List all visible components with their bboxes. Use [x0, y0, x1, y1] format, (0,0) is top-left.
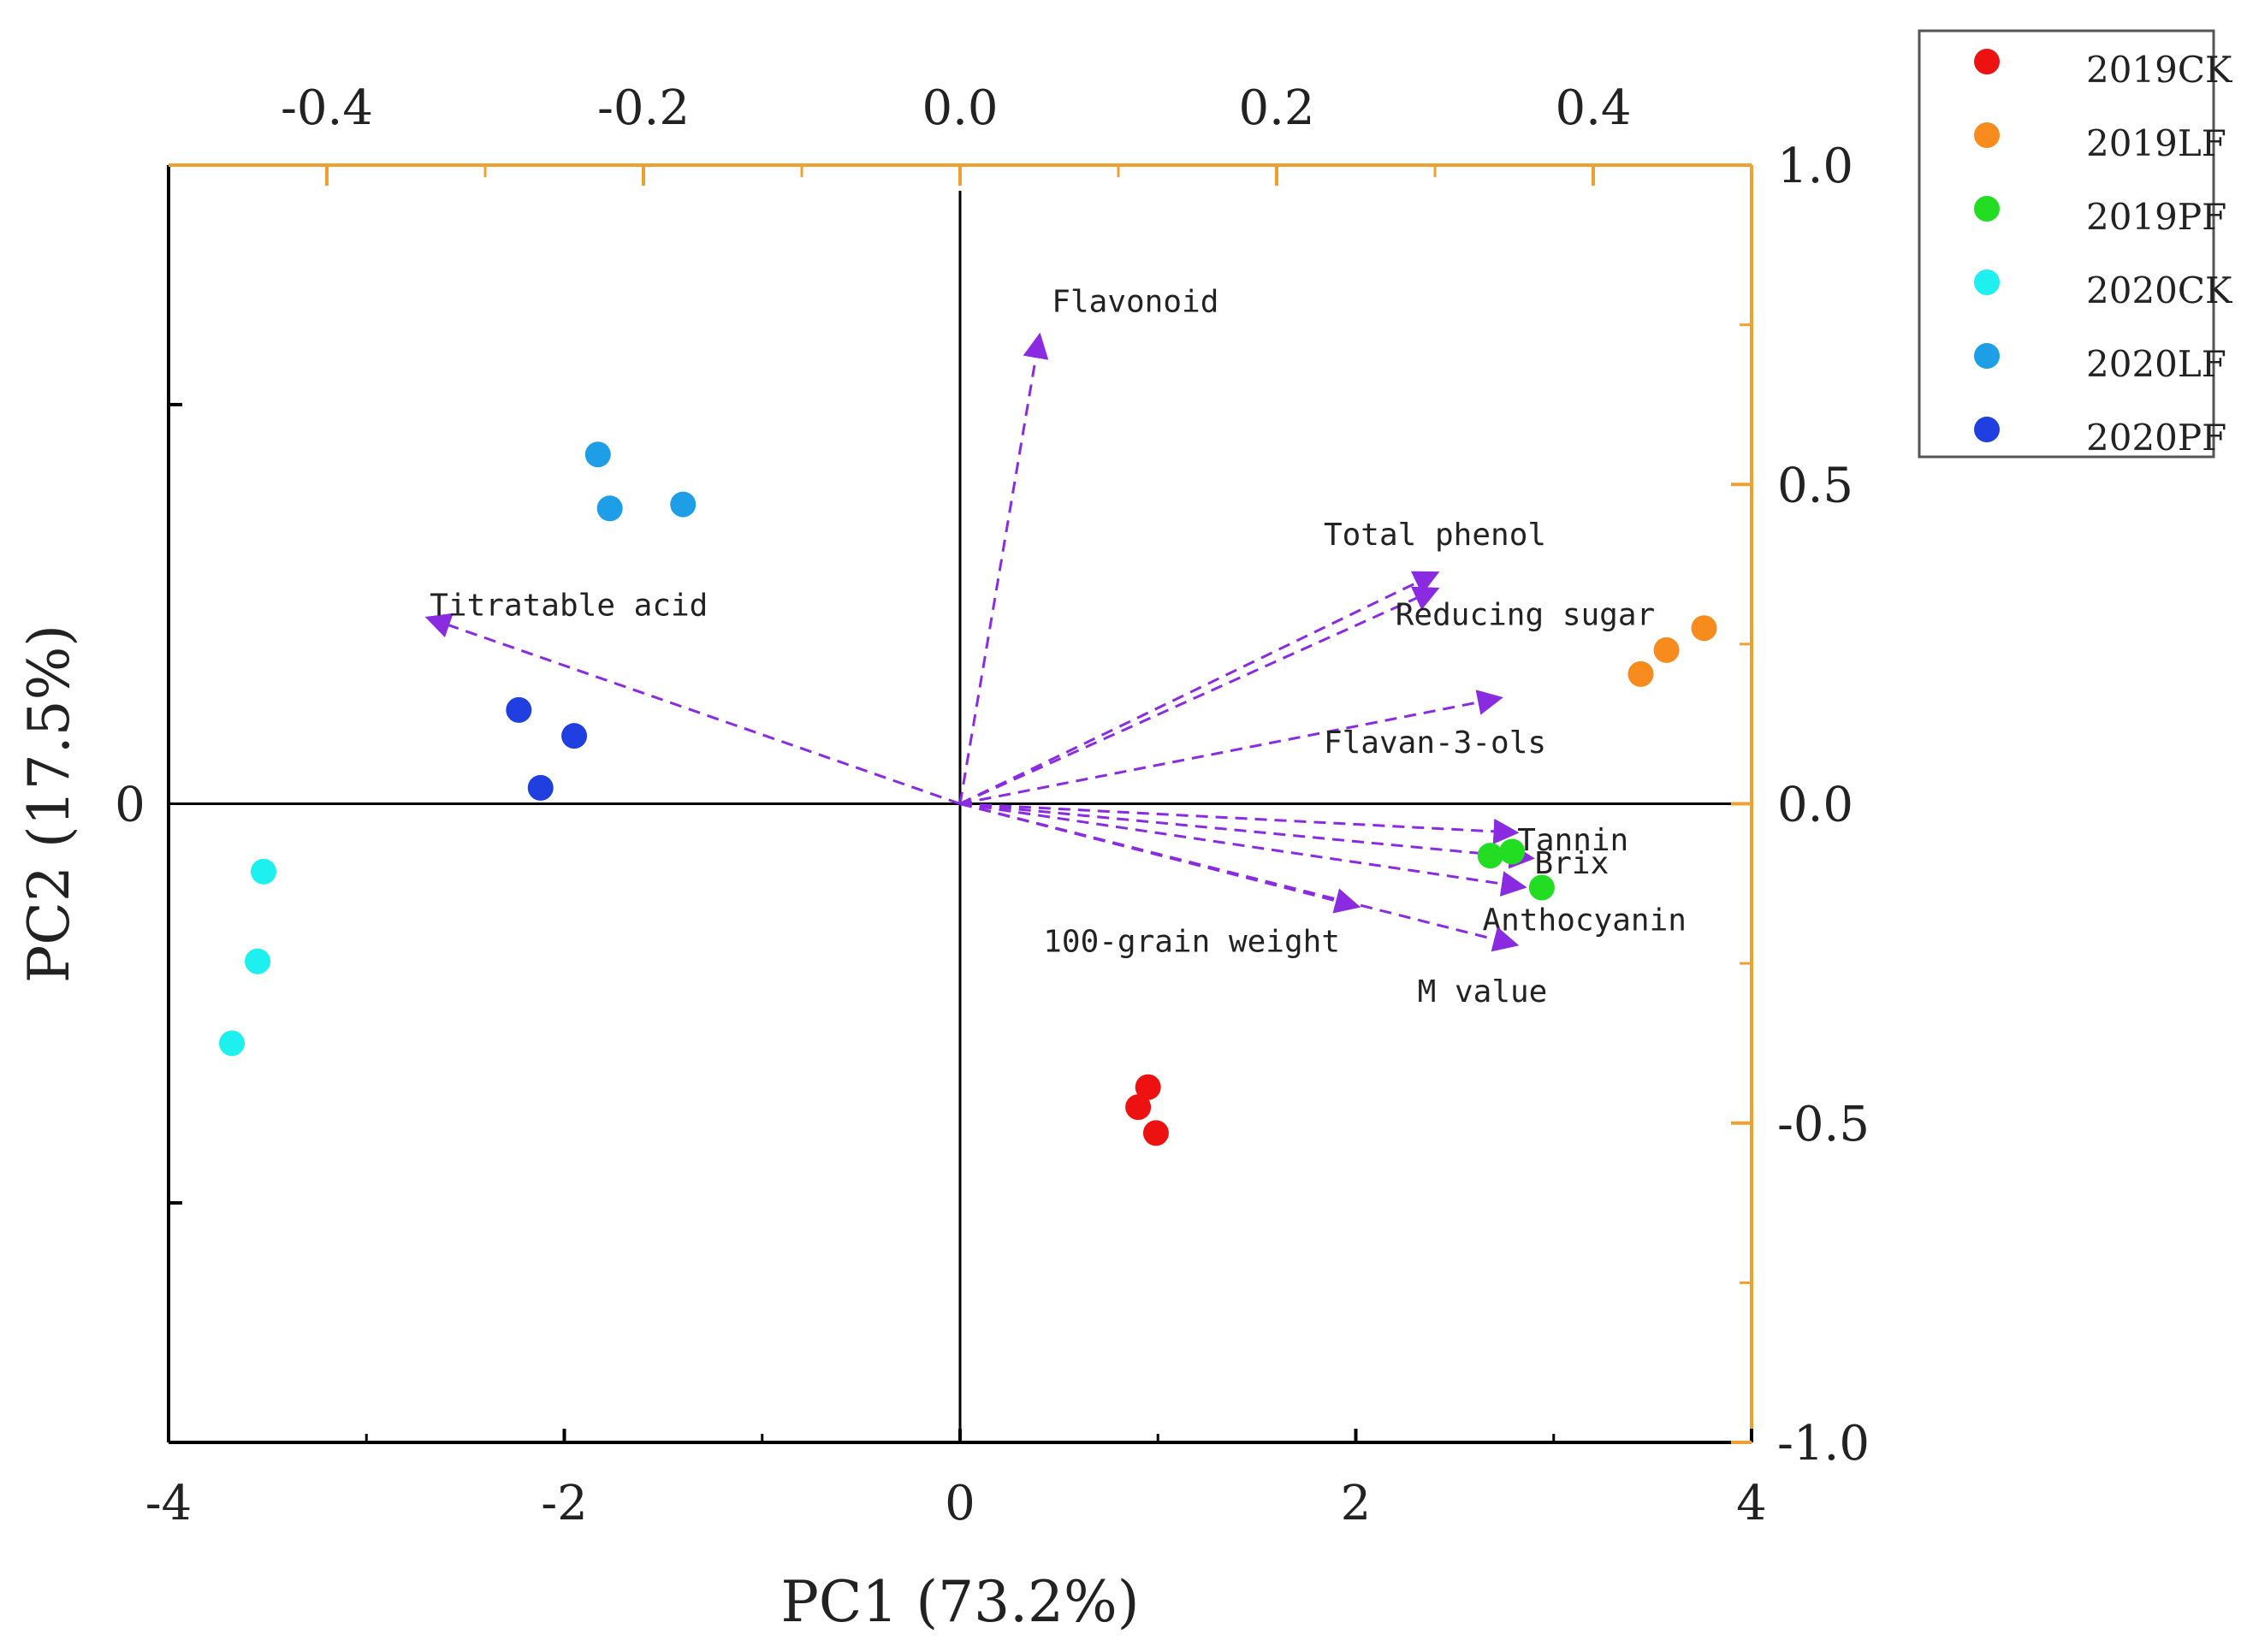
point-2019pf [1528, 874, 1555, 901]
point-2020pf [561, 723, 588, 749]
loading-arrow [959, 802, 1527, 897]
legend-label-2019ck: 2019CK [2086, 49, 2233, 91]
loading-arrow [959, 571, 1440, 805]
loading-label: Total phenol [1324, 518, 1546, 553]
point-2020ck [251, 858, 276, 885]
legend-box [1918, 29, 2215, 459]
legend-marker-2019ck [1974, 49, 2000, 74]
legend-marker-2020ck [1974, 269, 2000, 295]
point-2019lf [1653, 637, 1680, 663]
legend-marker-2020pf [1974, 417, 2000, 442]
plot-area: -4 -2 0 2 4 0 -0.4 -0.2 0.0 0.2 0.4 1.0 0.5 0.0 -0.5 -1… [16, 80, 1870, 1635]
x-axis-title: PC1 (73.2%) [780, 1569, 1139, 1635]
loading-arrow [424, 613, 961, 805]
point-2020ck [245, 948, 271, 974]
loading-label: Flavan-3-ols [1324, 725, 1546, 761]
right-tick-label: -1.0 [1777, 1416, 1870, 1471]
loading-label: Tannin [1517, 823, 1628, 858]
top-tick-label: 0.4 [1555, 80, 1631, 136]
loading-arrow [959, 690, 1503, 805]
point-2020ck [219, 1030, 245, 1057]
legend-marker-2020lf [1974, 343, 2000, 369]
point-2020pf [506, 696, 532, 723]
x-tick-label: 0 [945, 1476, 975, 1531]
loading-label: Titratable acid [430, 588, 708, 623]
loading-label: Reducing sugar [1396, 597, 1655, 632]
loading-arrow [959, 586, 1440, 805]
legend-marker-2019pf [1974, 196, 2000, 222]
loading-label: Flavonoid [1052, 285, 1218, 320]
right-tick-label: -0.5 [1777, 1097, 1870, 1152]
point-2020lf [596, 495, 623, 522]
point-2019ck [1125, 1094, 1152, 1121]
x-tick-label: 2 [1341, 1476, 1372, 1531]
top-tick-label: 0.2 [1238, 80, 1314, 136]
loading-arrow [959, 802, 1520, 952]
legend-label-2020pf: 2020PF [2086, 417, 2226, 459]
legend-marker-2019lf [1974, 122, 2000, 148]
x-tick-label: -4 [145, 1476, 193, 1531]
point-2020lf [670, 491, 697, 518]
legend-label-2020lf: 2020LF [2086, 343, 2226, 385]
loading-label: Brix [1535, 846, 1610, 881]
loading-label: M value [1418, 974, 1548, 1010]
right-tick-label: 1.0 [1777, 139, 1853, 194]
point-2020pf [527, 774, 554, 801]
point-2019pf [1477, 843, 1503, 869]
loading-label: 100-grain weight [1043, 925, 1340, 960]
top-tick-label: -0.2 [597, 80, 690, 136]
loading-label: Anthocyanin [1483, 903, 1687, 938]
point-2019lf [1691, 615, 1717, 642]
x-tick-label: 4 [1736, 1476, 1767, 1531]
legend-label-2020ck: 2020CK [2086, 269, 2233, 311]
legend: 2019CK 2019LF 2019PF 2020CK 2020LF 2020PF [1918, 29, 2233, 459]
right-tick-label: 0.5 [1777, 458, 1853, 513]
top-tick-label: 0.0 [922, 80, 998, 136]
x-tick-label: -2 [541, 1476, 588, 1531]
right-tick-label: 0.0 [1777, 778, 1853, 833]
point-2019lf [1627, 660, 1654, 687]
top-tick-label: -0.4 [281, 80, 373, 136]
loading-arrow [959, 802, 1535, 869]
loading-arrow [958, 332, 1049, 804]
y-tick-label: 0 [115, 778, 145, 833]
loading-arrow [959, 802, 1520, 844]
point-2019pf [1499, 838, 1526, 865]
point-2020lf [584, 441, 611, 468]
legend-label-2019pf: 2019PF [2086, 196, 2226, 238]
point-2019ck [1135, 1074, 1161, 1100]
legend-label-2019lf: 2019LF [2086, 122, 2226, 164]
y-axis-title: PC2 (17.5%) [16, 625, 82, 983]
point-2019ck [1142, 1120, 1169, 1146]
